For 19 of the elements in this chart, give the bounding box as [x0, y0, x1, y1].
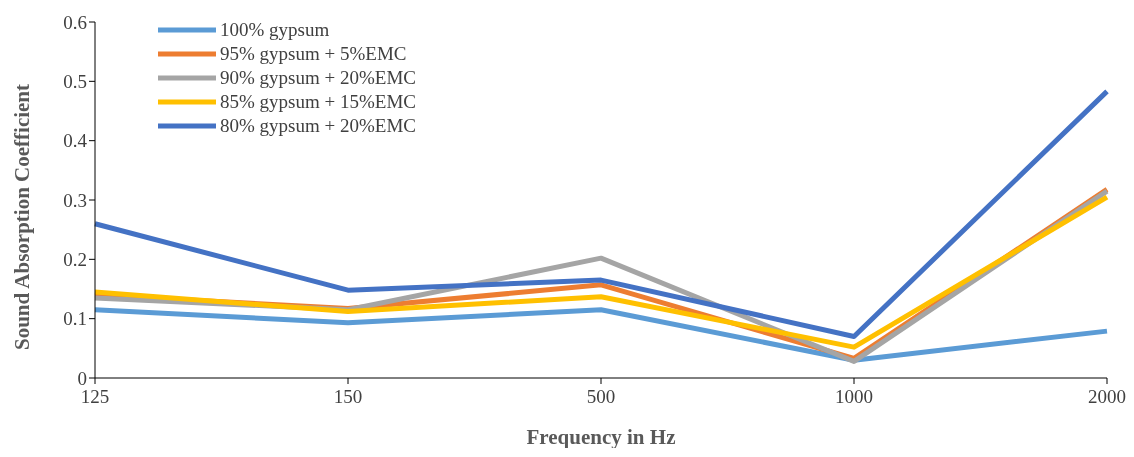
x-tick-label: 500 [586, 386, 616, 408]
y-tick-label: 0.2 [63, 249, 87, 271]
y-tick-label: 0.3 [63, 189, 87, 211]
y-tick-label: 0.4 [63, 130, 88, 152]
x-tick-label: 1000 [835, 386, 873, 408]
y-tick-label: 0.1 [63, 308, 87, 330]
legend-label: 80% gypsum + 20%EMC [220, 114, 416, 138]
x-tick-label: 125 [80, 386, 110, 408]
x-tick-label: 150 [333, 386, 363, 408]
x-tick-label: 2000 [1088, 386, 1126, 408]
y-tick-label: 0 [77, 367, 87, 389]
y-tick-label: 0.5 [63, 71, 87, 93]
y-tick-label: 0.6 [63, 11, 87, 33]
legend-label: 95% gypsum + 5%EMC [220, 42, 407, 66]
legend-label: 90% gypsum + 20%EMC [220, 66, 416, 90]
legend-label: 85% gypsum + 15%EMC [220, 90, 416, 114]
y-axis-title: Sound Absorption Coefficient [10, 83, 35, 350]
legend-label: 100% gypsum [220, 18, 330, 42]
x-axis-title: Frequency in Hz [526, 425, 676, 449]
